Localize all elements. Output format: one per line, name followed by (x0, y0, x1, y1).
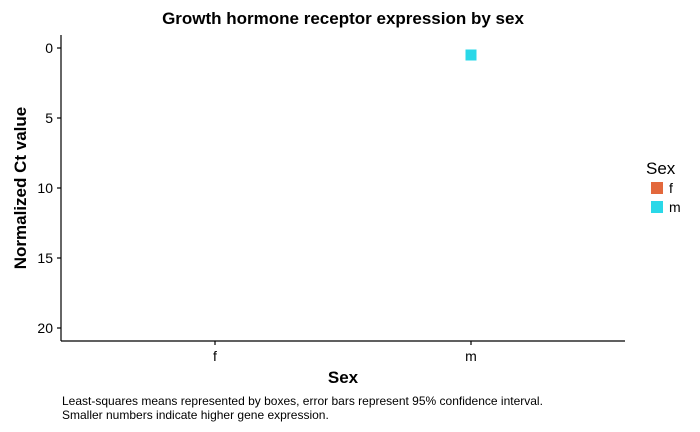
caption-line-1: Least-squares means represented by boxes… (62, 394, 543, 408)
data-point-m (465, 49, 477, 61)
y-tick-label: 10 (37, 180, 53, 196)
legend-swatch-m (651, 201, 663, 213)
legend-label-f: f (669, 180, 673, 196)
legend-swatch-f (651, 182, 663, 194)
x-tick-label-m: m (465, 348, 477, 364)
y-tick-label: 0 (45, 40, 53, 56)
data-points (465, 49, 477, 61)
legend-title: Sex (646, 159, 676, 178)
x-tick-label-f: f (213, 348, 217, 364)
y-tick-label: 15 (37, 250, 53, 266)
legend-label-m: m (669, 199, 681, 215)
x-axis-title: Sex (328, 368, 359, 387)
y-axis-title: Normalized Ct value (11, 107, 30, 270)
y-tick-label: 5 (45, 110, 53, 126)
legend: Sex fm (646, 159, 681, 215)
caption-line-2: Smaller numbers indicate higher gene exp… (62, 408, 329, 422)
y-tick-label: 20 (37, 320, 53, 336)
y-ticks: 0 5 10 15 20 (37, 40, 61, 336)
chart-title: Growth hormone receptor expression by se… (162, 9, 524, 28)
caption: Least-squares means represented by boxes… (62, 394, 543, 422)
